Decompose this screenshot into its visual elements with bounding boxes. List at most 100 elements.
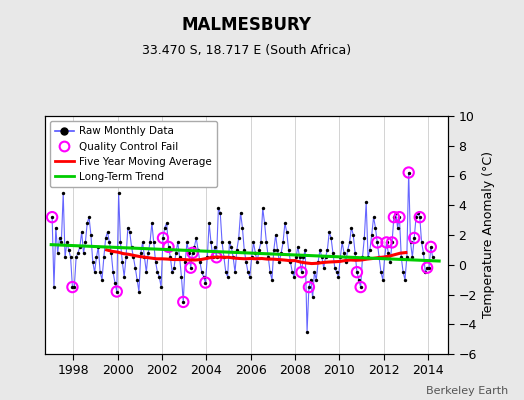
Point	[281, 220, 289, 226]
Point	[349, 232, 357, 238]
Point	[383, 239, 391, 246]
Point	[48, 214, 56, 220]
Point	[268, 276, 276, 283]
Point	[325, 229, 333, 235]
Point	[293, 244, 302, 250]
Legend: Raw Monthly Data, Quality Control Fail, Five Year Moving Average, Long-Term Tren: Raw Monthly Data, Quality Control Fail, …	[50, 121, 217, 187]
Point	[364, 254, 372, 260]
Point	[192, 235, 200, 241]
Point	[63, 239, 71, 246]
Point	[83, 220, 91, 226]
Point	[408, 254, 417, 260]
Point	[109, 269, 117, 275]
Point	[356, 284, 365, 290]
Point	[255, 247, 263, 253]
Point	[303, 328, 311, 335]
Point	[257, 239, 265, 246]
Point	[96, 269, 104, 275]
Point	[233, 247, 241, 253]
Point	[68, 284, 77, 290]
Point	[342, 258, 350, 265]
Point	[271, 232, 280, 238]
Point	[146, 239, 154, 246]
Point	[172, 250, 180, 256]
Point	[231, 269, 239, 275]
Point	[314, 258, 322, 265]
Text: Berkeley Earth: Berkeley Earth	[426, 386, 508, 396]
Point	[262, 239, 270, 246]
Point	[122, 254, 130, 260]
Point	[67, 254, 75, 260]
Point	[138, 239, 147, 246]
Point	[181, 258, 189, 265]
Point	[225, 239, 234, 246]
Point	[87, 232, 95, 238]
Point	[419, 250, 428, 256]
Point	[194, 247, 202, 253]
Point	[57, 239, 66, 246]
Point	[338, 239, 346, 246]
Point	[218, 239, 226, 246]
Point	[395, 214, 403, 220]
Point	[371, 224, 379, 231]
Point	[414, 210, 422, 216]
Point	[282, 229, 291, 235]
Point	[113, 288, 121, 295]
Point	[266, 269, 274, 275]
Point	[412, 214, 420, 220]
Point	[410, 235, 418, 241]
Point	[159, 235, 167, 241]
Point	[137, 250, 145, 256]
Point	[297, 269, 305, 275]
Point	[102, 235, 110, 241]
Point	[388, 239, 396, 246]
Point	[111, 279, 119, 286]
Point	[301, 247, 309, 253]
Point	[397, 254, 406, 260]
Point	[316, 247, 324, 253]
Point	[292, 254, 300, 260]
Point	[53, 250, 62, 256]
Point	[79, 250, 88, 256]
Point	[416, 214, 424, 220]
Point	[223, 274, 232, 280]
Point	[323, 247, 332, 253]
Point	[423, 264, 431, 271]
Point	[155, 274, 163, 280]
Point	[222, 269, 230, 275]
Point	[201, 279, 210, 286]
Point	[427, 244, 435, 250]
Point	[238, 224, 247, 231]
Point	[425, 264, 433, 271]
Point	[142, 269, 150, 275]
Point	[81, 239, 90, 246]
Point	[318, 254, 326, 260]
Point	[151, 258, 160, 265]
Point	[332, 269, 341, 275]
Point	[390, 214, 398, 220]
Text: 33.470 S, 18.717 E (South Africa): 33.470 S, 18.717 E (South Africa)	[141, 44, 351, 57]
Point	[258, 205, 267, 212]
Point	[131, 264, 139, 271]
Point	[205, 220, 213, 226]
Point	[64, 247, 73, 253]
Point	[235, 235, 243, 241]
Point	[188, 250, 196, 256]
Point	[379, 276, 387, 283]
Point	[116, 239, 125, 246]
Point	[227, 244, 235, 250]
Point	[391, 210, 400, 216]
Point	[212, 254, 221, 260]
Point	[277, 250, 286, 256]
Point	[220, 254, 228, 260]
Point	[377, 269, 385, 275]
Point	[170, 264, 178, 271]
Point	[209, 254, 217, 260]
Point	[120, 274, 128, 280]
Point	[394, 224, 402, 231]
Point	[161, 224, 169, 231]
Point	[249, 239, 258, 246]
Point	[200, 274, 208, 280]
Point	[179, 299, 188, 305]
Point	[184, 250, 193, 256]
